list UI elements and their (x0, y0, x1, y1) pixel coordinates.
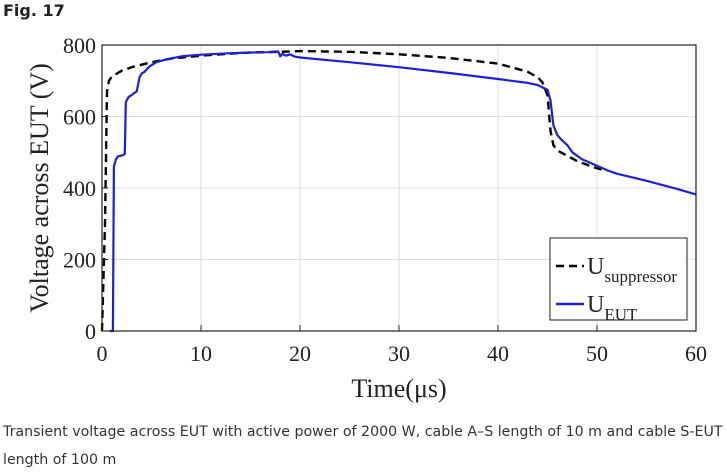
x-tick-label: 30 (388, 341, 410, 366)
y-axis-label: Voltage across EUT (V) (25, 63, 54, 313)
series-line-suppressor (100, 49, 608, 332)
series-group (100, 49, 697, 333)
y-tick-label: 200 (63, 248, 96, 273)
y-tick-label: 400 (63, 176, 96, 201)
legend: Usuppressor UEUT (549, 237, 688, 324)
legend-box (549, 237, 688, 321)
x-tick-label: 20 (289, 341, 311, 366)
legend-entry: UEUT (587, 292, 638, 324)
series-line-eut (109, 50, 697, 333)
figure-caption: Transient voltage across EUT with active… (3, 424, 723, 468)
x-tick-label: 50 (586, 341, 608, 366)
x-tick-label: 10 (190, 341, 212, 366)
x-axis-label: Time(μs) (351, 374, 446, 403)
legend-entry: Usuppressor (587, 254, 677, 286)
x-tick-label: 60 (685, 341, 707, 366)
y-tick-label: 600 (63, 105, 96, 130)
y-tick-label: 800 (63, 33, 96, 58)
x-tick-label: 40 (487, 341, 509, 366)
figure-label: Fig. 17 (3, 1, 65, 20)
x-tick-label: 0 (97, 341, 108, 366)
grid (102, 45, 696, 331)
y-tick-label: 0 (85, 319, 96, 344)
